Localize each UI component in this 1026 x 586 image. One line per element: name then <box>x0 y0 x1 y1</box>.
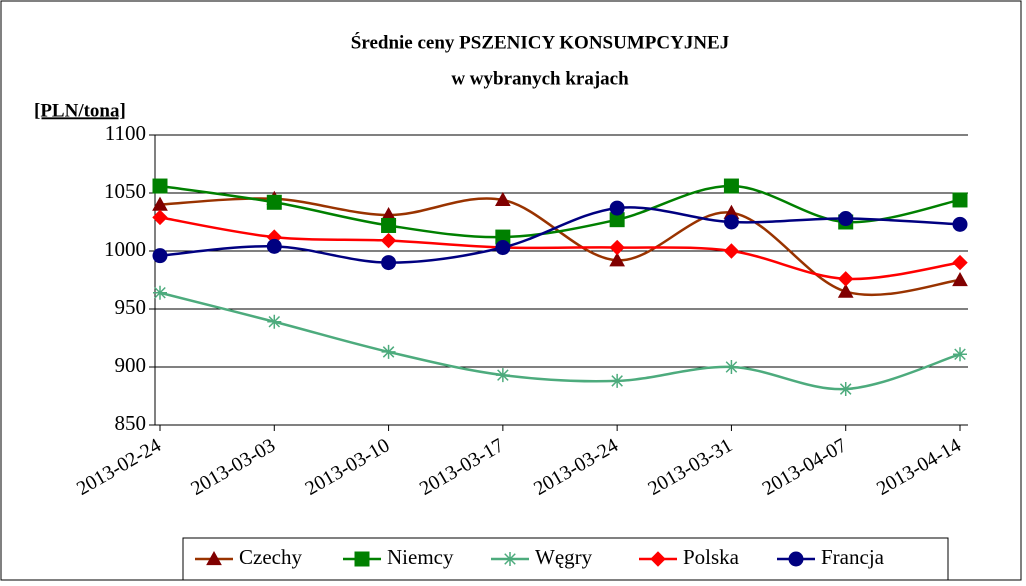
legend-label: Francja <box>821 545 885 569</box>
legend-marker <box>354 551 370 567</box>
marker <box>380 232 397 249</box>
marker <box>609 252 625 267</box>
legend-label: Polska <box>683 545 740 569</box>
legend-label: Węgry <box>535 545 593 569</box>
marker <box>495 368 510 383</box>
marker <box>723 178 739 194</box>
y-tick-label: 1050 <box>104 179 146 203</box>
chart-subtitle: w wybranych krajach <box>451 68 629 89</box>
marker <box>723 214 739 230</box>
marker <box>952 271 968 287</box>
series-line <box>159 216 961 281</box>
marker <box>266 194 282 210</box>
chart-title: Średnie ceny PSZENICY KONSUMPCYJNEJ <box>351 31 729 53</box>
marker <box>153 285 167 300</box>
marker <box>266 238 282 254</box>
marker <box>609 200 625 216</box>
marker <box>152 178 168 194</box>
marker <box>723 243 740 259</box>
marker <box>495 240 511 256</box>
y-tick-label: 1000 <box>104 237 146 261</box>
marker <box>267 314 282 329</box>
legend-marker <box>503 552 517 566</box>
legend-label: Czechy <box>239 545 302 569</box>
y-tick-label: 900 <box>115 353 147 377</box>
legend-marker <box>788 551 804 567</box>
y-tick-label: 1100 <box>105 121 146 145</box>
marker <box>838 271 854 287</box>
marker <box>495 191 511 207</box>
marker <box>952 192 968 208</box>
series-line <box>159 197 961 297</box>
legend-marker <box>206 550 222 566</box>
marker <box>610 373 625 388</box>
marker <box>381 344 396 359</box>
legend-label: Niemcy <box>387 545 454 569</box>
marker <box>838 211 854 227</box>
y-tick-label: 850 <box>115 411 147 435</box>
marker <box>953 347 967 362</box>
y-axis-label: [PLN/tona] <box>34 100 126 121</box>
marker <box>152 248 168 264</box>
legend-box <box>182 537 949 581</box>
y-tick-label: 950 <box>115 295 147 319</box>
marker <box>381 217 397 233</box>
marker <box>381 255 397 271</box>
marker <box>724 360 739 374</box>
marker <box>838 382 853 397</box>
marker <box>152 209 168 226</box>
marker <box>609 239 625 256</box>
series-line <box>159 206 961 264</box>
legend-marker <box>650 551 666 567</box>
marker <box>837 283 854 298</box>
marker <box>952 216 968 232</box>
marker <box>952 254 968 271</box>
